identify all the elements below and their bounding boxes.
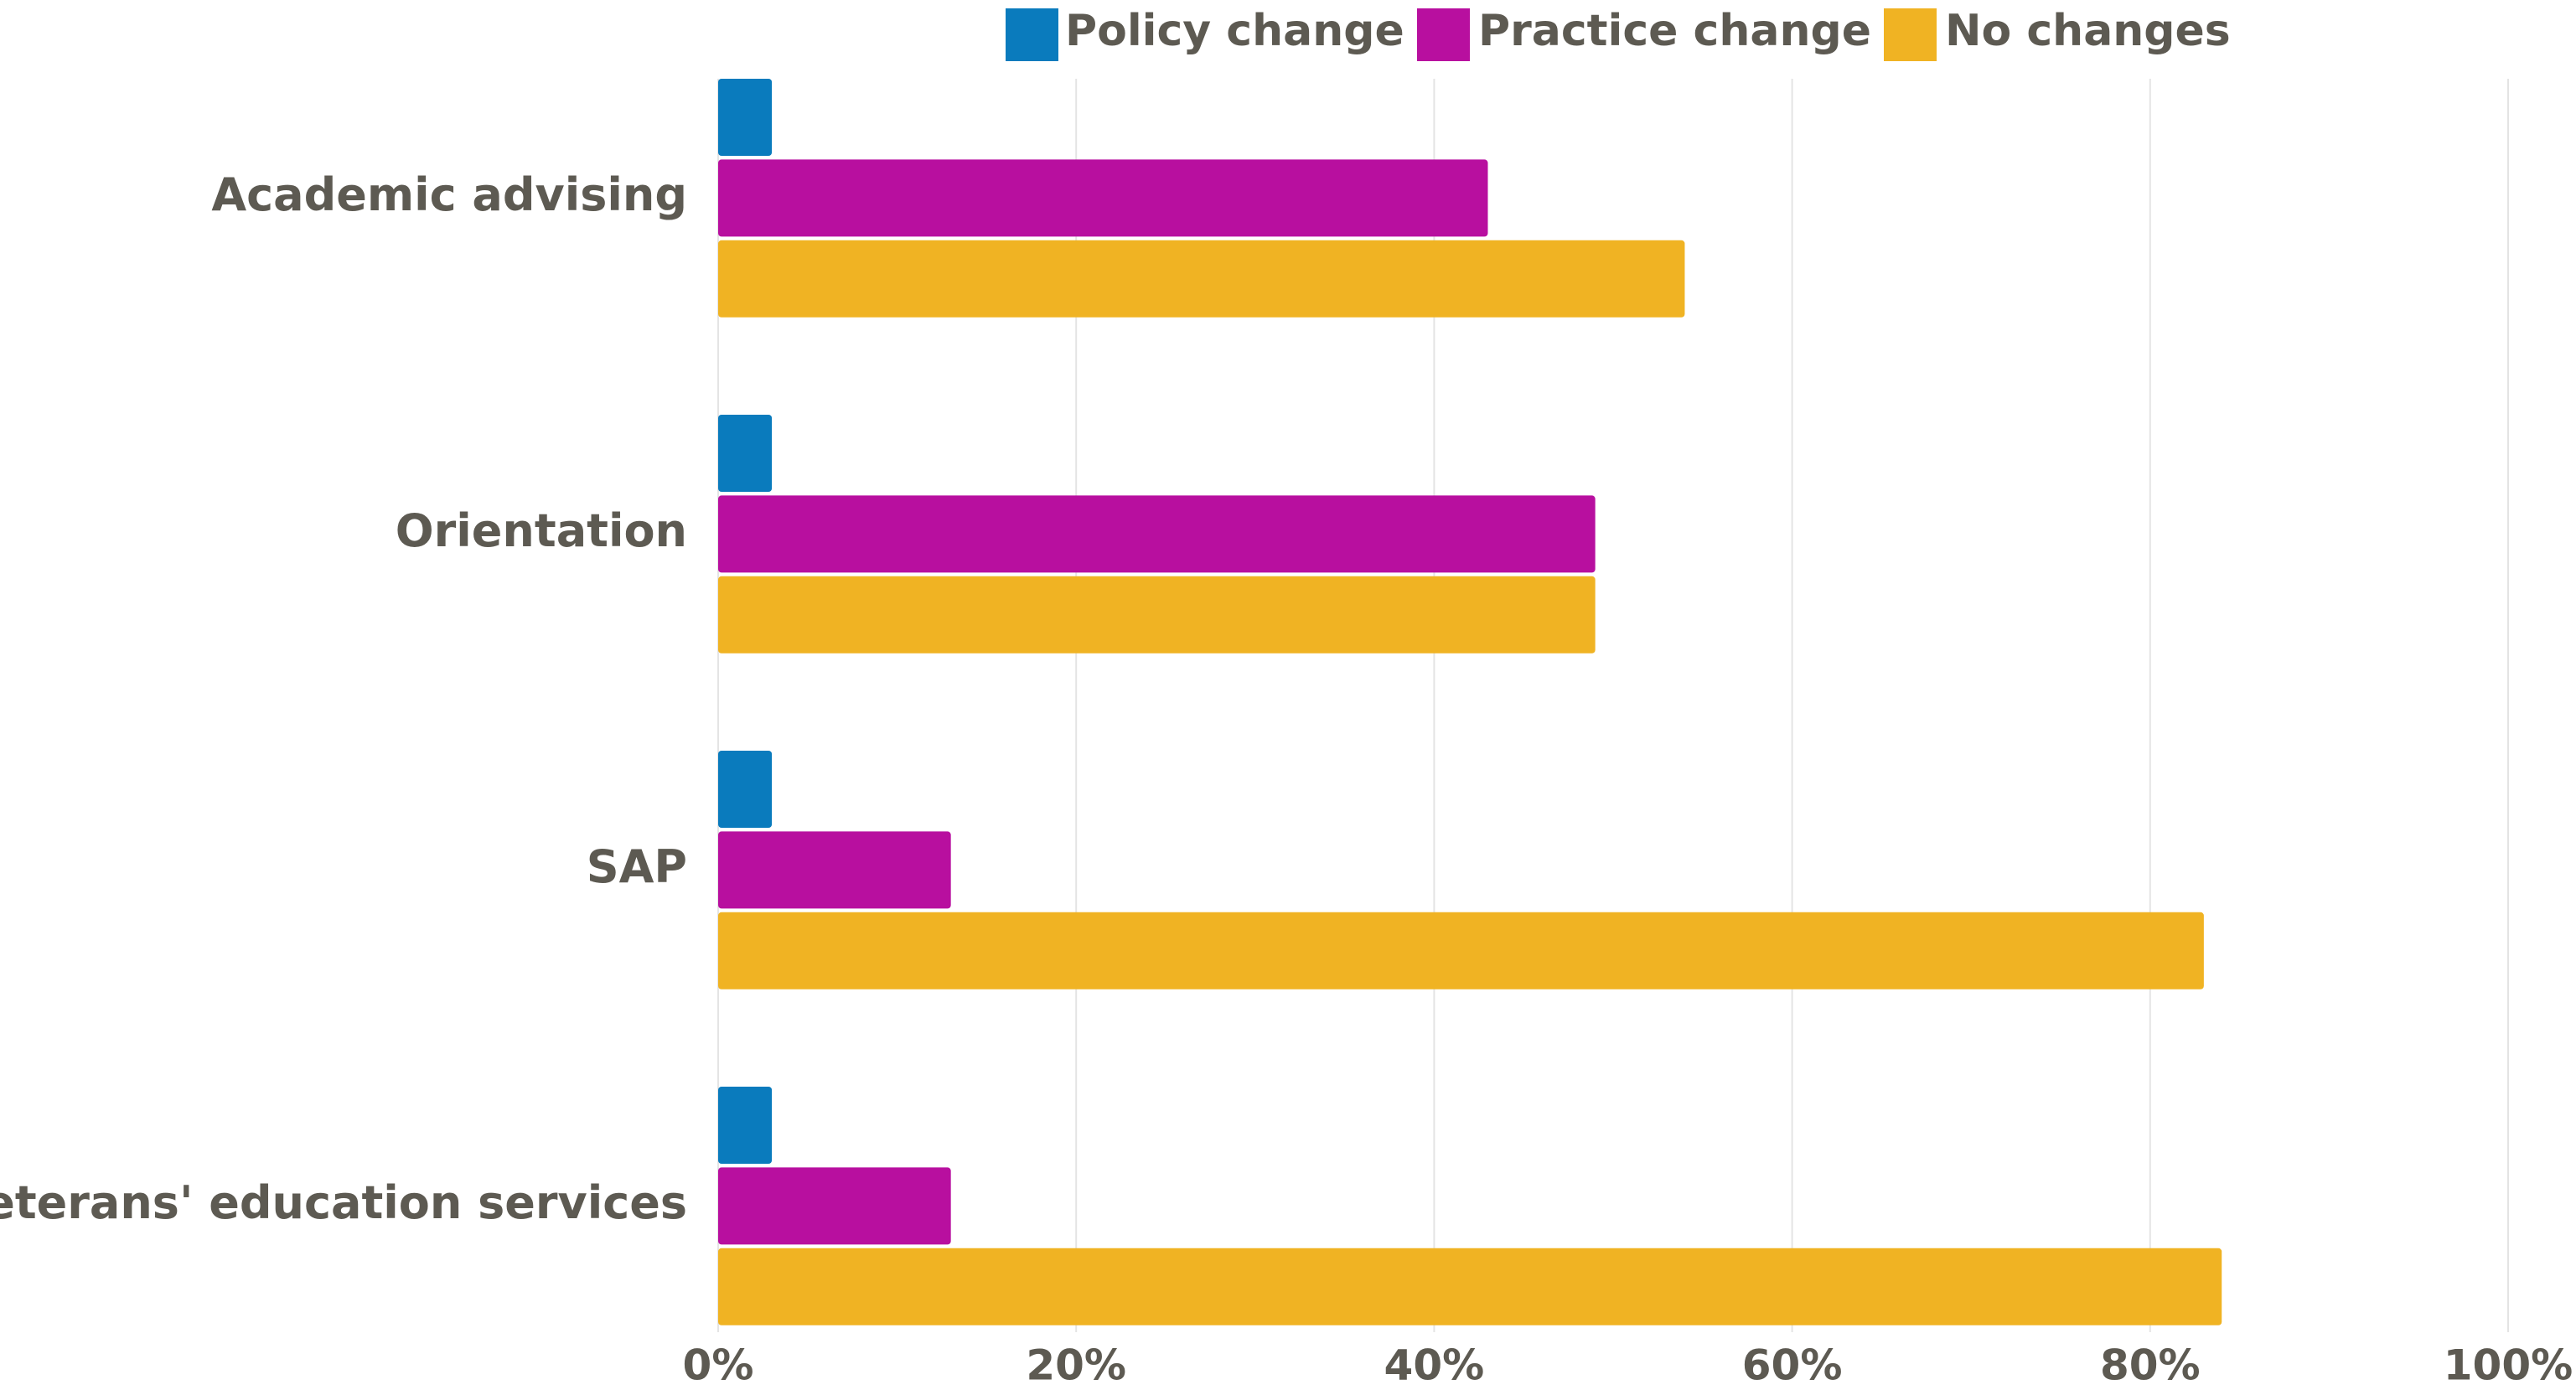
bar [718, 576, 1596, 654]
legend-swatch [1884, 8, 1937, 61]
bar [718, 240, 1685, 318]
legend-label: Policy change [1065, 6, 1404, 56]
legend-swatch [1417, 8, 1470, 61]
bar [718, 1248, 2222, 1325]
category-label: SAP [587, 840, 687, 893]
category-label: Academic advising [211, 168, 687, 221]
category-label: Veterans' education services [0, 1176, 687, 1229]
x-tick-label: 20% [1026, 1341, 1126, 1390]
bar [718, 415, 773, 492]
x-tick-label: 0% [683, 1341, 754, 1390]
bar [718, 751, 773, 828]
bar [718, 79, 773, 156]
bar [718, 831, 951, 909]
legend-label: No changes [1945, 6, 2231, 56]
x-tick-label: 80% [2100, 1341, 2201, 1390]
bar [718, 495, 1596, 573]
x-tick-label: 60% [1742, 1341, 1843, 1390]
bar [718, 1087, 773, 1164]
x-tick-label: 40% [1384, 1341, 1485, 1390]
x-tick-label: 100% [2444, 1341, 2573, 1390]
legend-swatch [1006, 8, 1058, 61]
bar [718, 912, 2204, 989]
legend-label: Practice change [1478, 6, 1871, 56]
bar [718, 159, 1488, 237]
category-label: Orientation [396, 504, 687, 557]
bar [718, 1167, 951, 1245]
